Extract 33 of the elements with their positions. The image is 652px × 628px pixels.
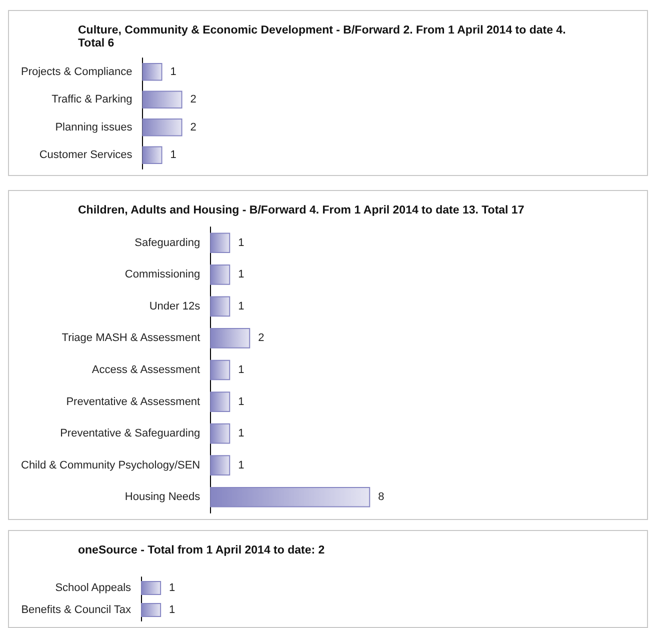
data-label: 1 [169, 582, 176, 594]
data-label: 2 [190, 94, 196, 106]
y-tick-label: Under 12s [149, 300, 201, 312]
data-label: 1 [169, 604, 176, 616]
data-label: 1 [238, 428, 244, 440]
y-tick-label: School Appeals [55, 582, 132, 594]
y-tick-label: Triage MASH & Assessment [62, 332, 200, 344]
y-tick-label: Planning issues [55, 121, 133, 134]
y-tick-label: Customer Services [39, 149, 133, 162]
data-label: 1 [238, 459, 244, 472]
y-tick-label: Benefits & Council Tax [21, 604, 132, 616]
y-tick-label: Traffic & Parking [52, 94, 132, 106]
chart-title: Children, Adults and Housing - B/Forward 4. From 1 April 2014 to date 13. Total 17 [78, 204, 524, 216]
y-tick-label: Preventative & Safeguarding [60, 428, 200, 440]
data-label: 1 [238, 236, 244, 249]
data-label: 1 [170, 66, 176, 78]
y-tick-label: Commissioning [124, 268, 200, 281]
data-label: 2 [258, 332, 264, 344]
data-label: 1 [238, 300, 244, 312]
data-label: 1 [238, 364, 244, 376]
data-label: 1 [170, 149, 176, 162]
text: oneSource - Total from 1 April 2014 to date: 2 [78, 544, 325, 556]
data-label: 8 [378, 491, 384, 504]
y-tick-label: Child & Community Psychology/SEN [20, 459, 200, 472]
y-tick-label: Projects & Compliance [20, 66, 132, 78]
y-tick-label: Access & Assessment [92, 364, 200, 376]
y-tick-label: Safeguarding [134, 236, 200, 249]
data-label: 2 [190, 121, 196, 134]
text: Culture, Community & Economic Development - B/Forward 2. From 1 April 2014 to date 4. Total 6 [78, 24, 569, 50]
y-tick-label: Preventative & Assessment [66, 396, 200, 408]
data-label: 1 [238, 396, 244, 408]
y-tick-label: Housing Needs [124, 491, 201, 504]
data-label: 1 [238, 268, 244, 281]
